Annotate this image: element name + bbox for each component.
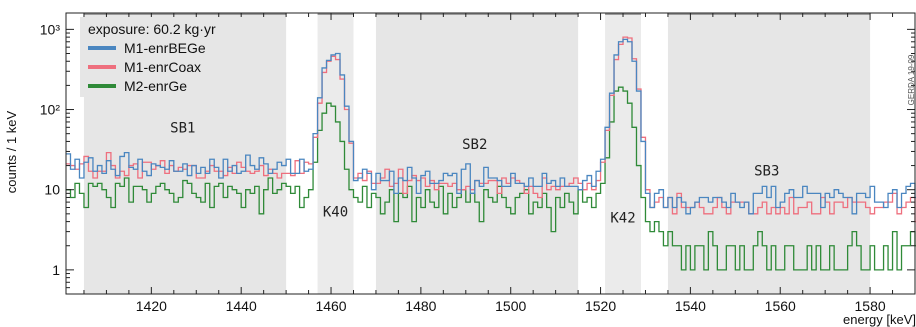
axis-ticks: 1420 1440 1460 1480 1500 1520 1540 1560 1580 1 10 1… [40,13,916,314]
band-label-SB3: SB3 [754,164,779,180]
y-tick-label-10: 10 [44,182,60,198]
x-axis-label: energy [keV] [843,312,916,327]
x-tick-label-1460: 1460 [315,298,346,314]
legend-box [80,17,270,97]
band-3 [605,13,641,294]
band-label-SB1: SB1 [170,120,195,136]
band-label-SB2: SB2 [462,137,487,153]
series-lines [66,36,916,271]
legend-label-1: M1-enrCoax [124,59,201,75]
y-tick-label-1: 1 [52,262,60,278]
x-tick-label-1560: 1560 [765,298,796,314]
band-labels: SB1 K40 SB2 K42 SB3 [170,120,779,226]
band-label-K42: K42 [610,210,635,226]
x-tick-label-1480: 1480 [405,298,436,314]
x-tick-label-1580: 1580 [855,298,886,314]
y-tick-label-1000: 10³ [40,21,61,37]
x-tick-label-1440: 1440 [226,298,257,314]
series-M1-enrBEGe [66,38,916,215]
band-label-K40: K40 [323,205,348,221]
band-2 [375,13,579,294]
series-M2-enrGe [66,86,916,271]
x-tick-label-1420: 1420 [136,298,167,314]
x-tick-label-1520: 1520 [585,298,616,314]
legend: exposure: 60.2 kg·yr M1-enrBEGe M1-enrCoax… [80,17,270,97]
y-tick-label-100: 10² [40,102,61,118]
band-4 [667,13,871,294]
y-axis-label: counts / 1 keV [4,110,19,193]
legend-label-2: M2-enrGe [124,78,187,94]
x-tick-label-1500: 1500 [495,298,526,314]
plot-frame [65,12,916,295]
x-tick-label-1540: 1540 [675,298,706,314]
series-M1-enrCoax [66,36,916,223]
plot-border [65,12,916,295]
legend-label-0: M1-enrBEGe [124,40,206,56]
stamp-label: GERDA 19-09 [907,54,916,105]
legend-title: exposure: 60.2 kg·yr [88,21,216,37]
